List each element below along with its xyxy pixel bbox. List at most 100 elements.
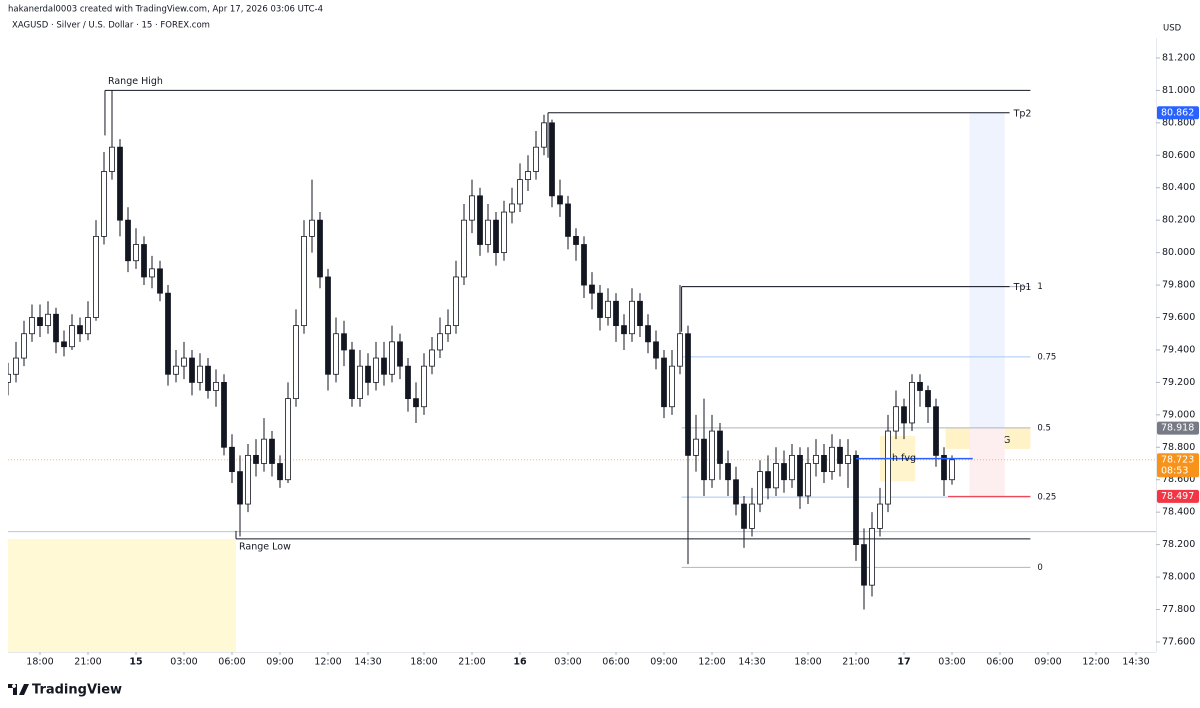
- candle-body: [565, 203, 571, 237]
- candle-body: [29, 317, 35, 335]
- price-tag: [1157, 106, 1199, 120]
- x-tick-label: 15: [129, 657, 142, 668]
- candle-body: [461, 219, 467, 278]
- candle-body: [93, 235, 99, 318]
- candle-body: [677, 333, 683, 367]
- price-tag-label: 78.497: [1161, 491, 1194, 502]
- candle-body: [165, 292, 171, 375]
- candle-body: [477, 195, 483, 245]
- x-tick-label: 09:00: [650, 657, 677, 668]
- candle-body: [725, 463, 731, 481]
- candle-body: [53, 313, 59, 343]
- candle-body: [141, 244, 147, 278]
- fib-label: 0: [1037, 563, 1042, 573]
- y-tick-label: 80.200: [1162, 215, 1195, 226]
- candle-body: [773, 463, 779, 489]
- candle-body: [541, 122, 547, 148]
- candle-body: [877, 503, 883, 529]
- candle-body: [709, 430, 715, 481]
- candle-body: [789, 454, 795, 481]
- credit: hakanerdal0003 created with TradingView.…: [8, 5, 323, 15]
- candle-body: [613, 300, 619, 327]
- x-tick-label: 03:00: [170, 657, 197, 668]
- candle-body: [85, 317, 91, 335]
- fib-label: 1: [1037, 282, 1042, 292]
- x-tick-label: 16: [513, 657, 527, 668]
- x-tick-label: 06:00: [986, 657, 1013, 668]
- candle-body: [685, 333, 691, 456]
- y-tick-label: 78.400: [1162, 507, 1195, 518]
- candle-body: [309, 219, 315, 237]
- candle-body: [597, 292, 603, 318]
- candle-body: [885, 430, 891, 505]
- candle-body: [757, 471, 763, 505]
- y-tick-label: 77.800: [1162, 604, 1195, 615]
- candle-body: [701, 438, 707, 481]
- y-tick-label: 79.200: [1162, 377, 1195, 388]
- candle-body: [845, 454, 851, 464]
- level-label: Range High: [108, 76, 163, 87]
- y-tick-label: 79.800: [1162, 280, 1195, 291]
- y-tick-label: 80.600: [1162, 150, 1195, 161]
- candle-body: [333, 333, 339, 375]
- candle-body: [445, 325, 451, 335]
- x-tick-label: 12:00: [1082, 657, 1109, 668]
- price-tag-label: 78.723: [1161, 454, 1194, 465]
- candle-body: [933, 406, 939, 456]
- candle-body: [221, 381, 227, 448]
- candle-body: [269, 438, 275, 464]
- y-tick-label: 78.600: [1162, 474, 1195, 485]
- currency: USD: [1163, 24, 1182, 34]
- x-tick-label: 14:30: [738, 657, 765, 668]
- candle-body: [829, 446, 835, 473]
- x-tick-label: 17: [897, 657, 910, 668]
- y-tick-label: 80.000: [1162, 247, 1195, 258]
- symbol-info[interactable]: XAGUSD · Silver / U.S. Dollar · 15 · FOR…: [12, 21, 210, 31]
- y-tick-label: 77.600: [1162, 636, 1195, 647]
- candle-body: [157, 268, 163, 294]
- candle-body: [901, 406, 907, 424]
- candle-body: [341, 333, 347, 351]
- candle-body: [853, 454, 859, 546]
- time-axis-border: [8, 652, 1156, 653]
- y-tick-label: 78.800: [1162, 442, 1195, 453]
- x-tick-label: 09:00: [266, 657, 293, 668]
- candle-body: [229, 446, 235, 473]
- candle-body: [213, 381, 219, 391]
- level-label: Tp1: [1013, 282, 1032, 293]
- candle-body: [869, 527, 875, 586]
- brand: TradingView: [32, 683, 122, 698]
- x-tick-label: 12:00: [314, 657, 341, 668]
- candle-body: [21, 333, 27, 359]
- candle-body: [261, 438, 267, 464]
- candle-body: [693, 438, 699, 456]
- candle-body: [437, 333, 443, 351]
- logo: [8, 684, 29, 695]
- candle-body: [805, 463, 811, 497]
- candle-body: [949, 459, 955, 481]
- candle-body: [61, 341, 67, 348]
- candle-body: [861, 544, 867, 586]
- candle-body: [637, 300, 643, 327]
- candle-body: [37, 317, 43, 327]
- candle-body: [485, 219, 491, 245]
- zone: [969, 112, 1005, 429]
- candle-body: [133, 244, 139, 262]
- candle-body: [837, 446, 843, 464]
- candle-body: [421, 365, 427, 408]
- candle-body: [917, 381, 923, 391]
- candle-body: [365, 365, 371, 383]
- axes: 77.600 77.800 78.000 78.200 78.400 78.600 78.8…: [26, 52, 1199, 668]
- candle-body: [317, 219, 323, 278]
- candle-body: [589, 284, 595, 294]
- candle-body: [69, 325, 75, 348]
- candle-body: [749, 503, 755, 529]
- candle-body: [501, 211, 507, 254]
- candle-body: [357, 365, 363, 400]
- x-tick-label: 18:00: [26, 657, 53, 668]
- candle-body: [245, 454, 251, 505]
- candle-body: [765, 471, 771, 489]
- x-tick-label: 03:00: [938, 657, 965, 668]
